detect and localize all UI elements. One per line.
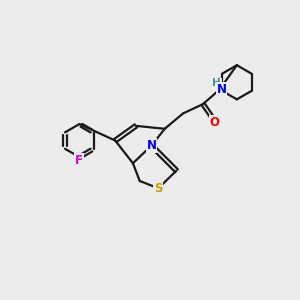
Text: N: N [146, 139, 157, 152]
Text: S: S [154, 182, 163, 195]
Text: F: F [75, 154, 83, 167]
Text: H: H [212, 79, 221, 88]
Text: O: O [210, 116, 220, 129]
Text: N: N [217, 83, 226, 96]
